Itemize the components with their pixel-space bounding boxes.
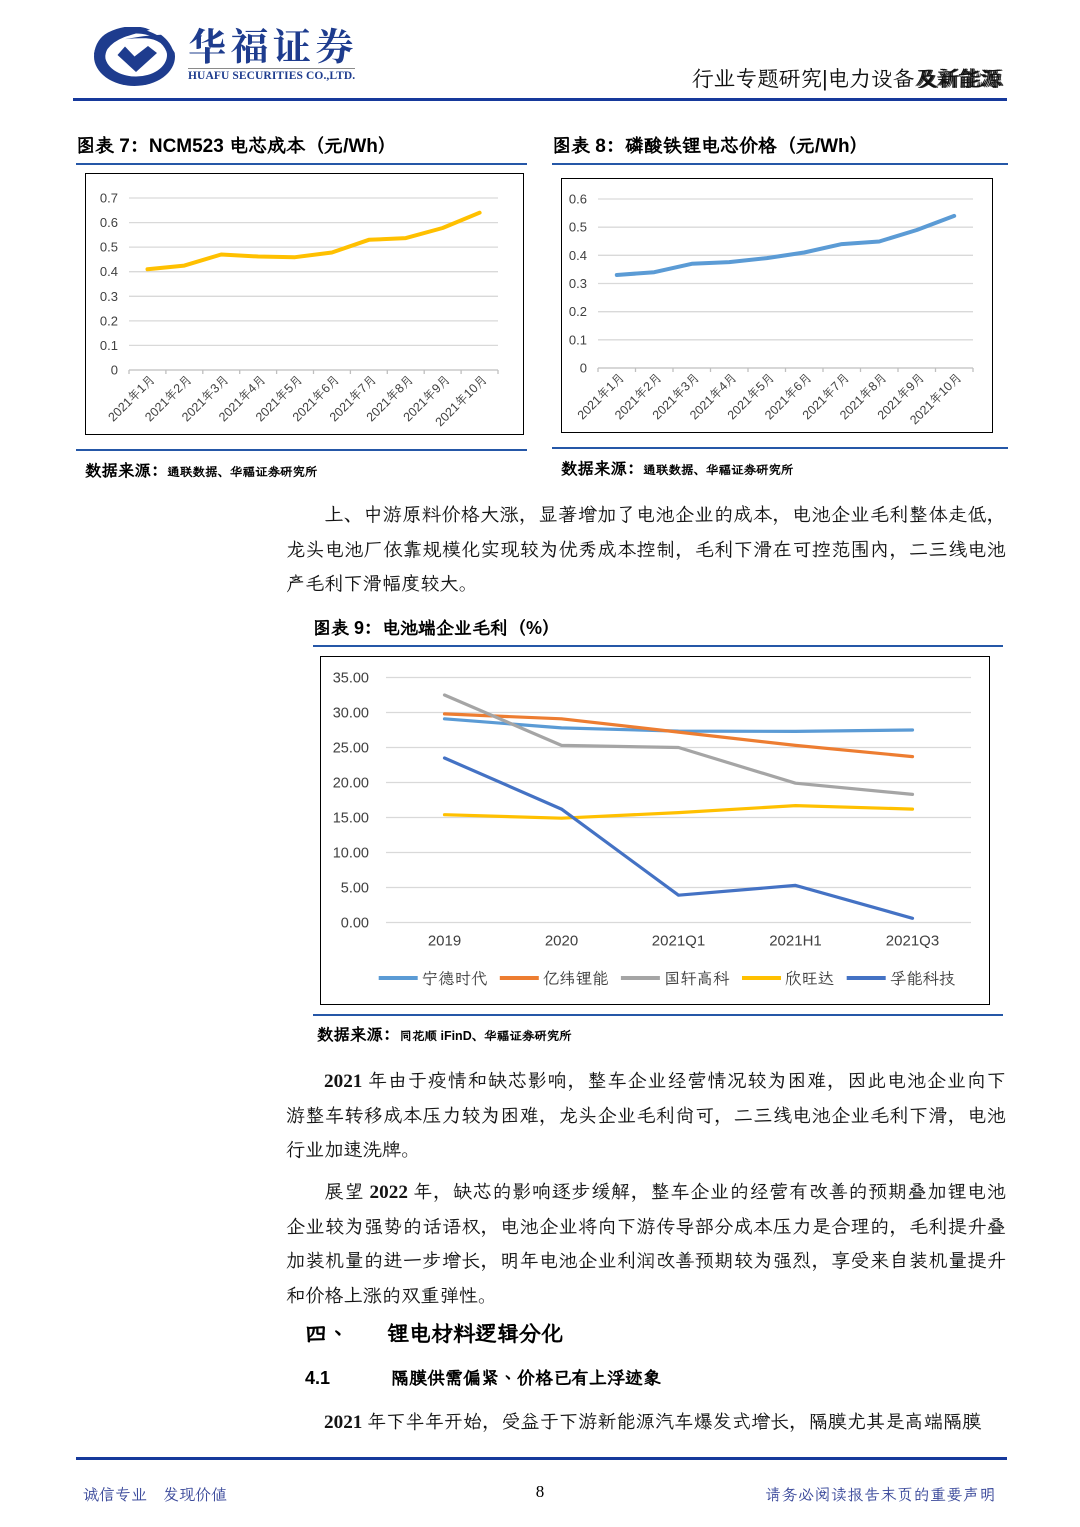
svg-text:0.3: 0.3 (100, 289, 118, 304)
svg-text:0.5: 0.5 (100, 240, 118, 255)
svg-text:0: 0 (111, 363, 118, 378)
svg-text:0.3: 0.3 (569, 276, 587, 291)
svg-text:欣旺达: 欣旺达 (785, 967, 834, 989)
svg-text:10.00: 10.00 (333, 846, 369, 862)
svg-text:0.5: 0.5 (569, 220, 587, 235)
svg-text:宁德时代: 宁德时代 (422, 967, 488, 989)
svg-text:0: 0 (580, 361, 587, 376)
svg-text:0.6: 0.6 (569, 192, 587, 207)
svg-text:2021Q1: 2021Q1 (652, 933, 705, 950)
svg-text:0.4: 0.4 (100, 264, 118, 279)
svg-text:0.1: 0.1 (100, 338, 118, 353)
svg-text:孚能科技: 孚能科技 (890, 967, 956, 989)
svg-text:2019: 2019 (428, 933, 461, 950)
svg-text:30.00: 30.00 (333, 706, 369, 722)
svg-text:0.7: 0.7 (100, 191, 118, 206)
svg-text:15.00: 15.00 (333, 811, 369, 827)
svg-text:0.2: 0.2 (569, 304, 587, 319)
svg-text:25.00: 25.00 (333, 741, 369, 757)
svg-text:2021Q3: 2021Q3 (886, 933, 939, 950)
svg-text:5.00: 5.00 (341, 881, 369, 897)
svg-text:0.6: 0.6 (100, 215, 118, 230)
svg-text:0.4: 0.4 (569, 248, 587, 263)
svg-text:0.2: 0.2 (100, 313, 118, 328)
svg-text:35.00: 35.00 (333, 671, 369, 687)
svg-text:2021H1: 2021H1 (769, 933, 822, 950)
svg-text:2020: 2020 (545, 933, 578, 950)
svg-text:亿纬锂能: 亿纬锂能 (543, 967, 609, 989)
svg-text:0.00: 0.00 (341, 916, 369, 932)
svg-text:国轩高科: 国轩高科 (664, 967, 730, 989)
svg-text:20.00: 20.00 (333, 776, 369, 792)
svg-text:0.1: 0.1 (569, 332, 587, 347)
